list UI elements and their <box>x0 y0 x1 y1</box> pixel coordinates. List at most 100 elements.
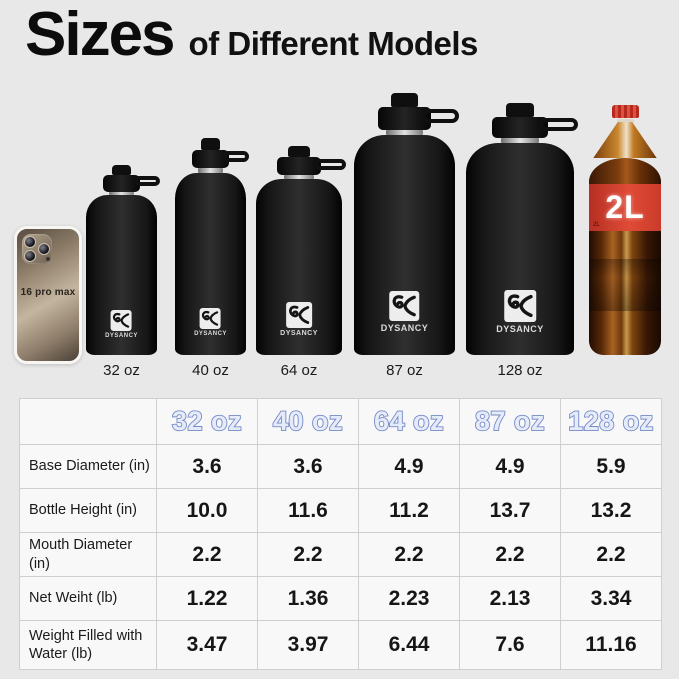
table-cell-128oz: 5.9 <box>561 445 661 488</box>
table-cell-40oz: 3.6 <box>258 445 358 488</box>
camera-flash-icon <box>46 257 50 261</box>
bottle-cap <box>192 149 249 169</box>
table-cell-64oz: 2.2 <box>359 533 459 576</box>
cola-neck-flange <box>616 119 634 123</box>
bottle-cap <box>378 107 460 130</box>
bottle-steel-rim <box>500 138 540 144</box>
table-cell-32oz: 3.47 <box>157 621 257 669</box>
table-cell-128oz: 11.16 <box>561 621 661 669</box>
bottle-steel-rim <box>108 191 135 196</box>
table-header-40oz: 40 oz <box>258 399 358 444</box>
camera-lens-icon <box>38 243 50 255</box>
table-cell-87oz: 4.9 <box>460 445 560 488</box>
dysancy-logo: DYSANCY <box>194 307 227 337</box>
table-cell-64oz: 11.2 <box>359 489 459 532</box>
table-cell-64oz: 6.44 <box>359 621 459 669</box>
table-header-128oz: 128 oz <box>561 399 661 444</box>
bottle-body: DYSANCY <box>175 172 246 355</box>
bottle-size-caption: 87 oz <box>386 362 423 379</box>
bottle-body: DYSANCY <box>466 143 574 355</box>
table-header-64oz: 64 oz <box>359 399 459 444</box>
table-cell-87oz: 7.6 <box>460 621 560 669</box>
dysancy-monogram-icon <box>288 306 310 325</box>
cola-neck <box>593 122 657 158</box>
dysancy-monogram-icon <box>507 294 533 317</box>
table-cell-40oz: 3.97 <box>258 621 358 669</box>
dysancy-monogram-icon <box>392 295 417 317</box>
table-cell-32oz: 2.2 <box>157 533 257 576</box>
table-cell-64oz: 4.9 <box>359 445 459 488</box>
row-label-netweihtlb: Net Weiht (lb) <box>20 577 156 620</box>
bottle-size-caption: 128 oz <box>497 362 543 379</box>
size-comparison-table: 32 oz 40 oz 64 oz 87 oz 128 oz Base Diameter … <box>19 398 662 670</box>
table-cell-40oz: 1.36 <box>258 577 358 620</box>
bottle-cap-knob <box>287 146 311 158</box>
cola-2l-text: 2L <box>605 189 645 225</box>
cola-2l-small-text: 2L <box>593 222 601 228</box>
cola-cap <box>611 105 639 118</box>
bottle-size-caption: 40 oz <box>192 362 229 379</box>
camera-lens-icon <box>24 236 36 248</box>
table-cell-64oz: 2.23 <box>359 577 459 620</box>
table-cell-128oz: 3.34 <box>561 577 661 620</box>
table-cell-87oz: 2.2 <box>460 533 560 576</box>
bottle-handle-loop <box>223 151 249 163</box>
brand-name: DYSANCY <box>194 330 227 337</box>
bottle-cap-knob <box>391 93 418 108</box>
table-cell-32oz: 10.0 <box>157 489 257 532</box>
row-label-mouthdiameterin: Mouth Diameter (in) <box>20 533 156 576</box>
bottle-size-caption: 32 oz <box>103 362 140 379</box>
row-label-weightfilledwithwaterlb: Weight Filled with Water (lb) <box>20 621 156 669</box>
bottle-cap-knob <box>112 165 131 176</box>
bottle-32oz: DYSANCY 32 oz <box>86 165 160 379</box>
dysancy-logo: DYSANCY <box>381 291 429 333</box>
cola-bottle-2l: 2L 2L <box>589 105 661 355</box>
cola-label-band: 2L 2L <box>589 184 661 231</box>
bottle-body: DYSANCY <box>86 195 157 355</box>
dysancy-logo: DYSANCY <box>280 302 318 337</box>
brand-name: DYSANCY <box>496 323 544 334</box>
table-cell-32oz: 3.6 <box>157 445 257 488</box>
camera-lens-icon <box>24 250 36 262</box>
table-corner-cell <box>20 399 156 444</box>
title-sub: of Different Models <box>188 25 479 62</box>
bottle-handle-loop <box>314 158 346 170</box>
brand-name: DYSANCY <box>380 323 429 333</box>
dysancy-monogram-icon <box>202 310 219 326</box>
cola-grip-contour <box>589 259 661 311</box>
bottle-128oz: DYSANCY 128 oz <box>466 103 579 379</box>
iphone-16-pro-max: 16 pro max <box>14 226 82 364</box>
dysancy-logo: DYSANCY <box>496 289 544 334</box>
table-header-87oz: 87 oz <box>460 399 560 444</box>
bottle-steel-rim <box>386 129 423 135</box>
bottle-cap <box>103 175 160 192</box>
bottle-handle-loop <box>422 108 460 123</box>
table-cell-128oz: 2.2 <box>561 533 661 576</box>
table-cell-40oz: 2.2 <box>258 533 358 576</box>
page-title: Sizes of Different Models <box>25 4 478 66</box>
phone-label: 16 pro max <box>20 287 76 298</box>
bottle-body: DYSANCY <box>354 134 455 355</box>
cola-shoulder <box>589 158 661 184</box>
bottle-87oz: DYSANCY 87 oz <box>354 93 460 379</box>
bottle-steel-rim <box>197 168 224 173</box>
table-cell-40oz: 11.6 <box>258 489 358 532</box>
dysancy-logo: DYSANCY <box>105 310 138 339</box>
table-cell-87oz: 2.13 <box>460 577 560 620</box>
row-label-basediameterin: Base Diameter (in) <box>20 445 156 488</box>
bottle-64oz: DYSANCY 64 oz <box>256 146 346 379</box>
bottle-handle-loop <box>134 176 160 187</box>
phone-camera-island <box>22 234 52 264</box>
brand-name: DYSANCY <box>280 330 318 338</box>
table-cell-128oz: 13.2 <box>561 489 661 532</box>
bottle-body: DYSANCY <box>256 179 342 355</box>
bottle-cap <box>491 116 579 139</box>
table-cell-87oz: 13.7 <box>460 489 560 532</box>
row-label-bottleheightin: Bottle Height (in) <box>20 489 156 532</box>
bottle-cap-knob <box>505 103 535 117</box>
bottle-handle-loop <box>539 118 579 132</box>
bottle-40oz: DYSANCY 40 oz <box>175 138 249 379</box>
dysancy-monogram-icon <box>113 312 130 328</box>
table-cell-32oz: 1.22 <box>157 577 257 620</box>
